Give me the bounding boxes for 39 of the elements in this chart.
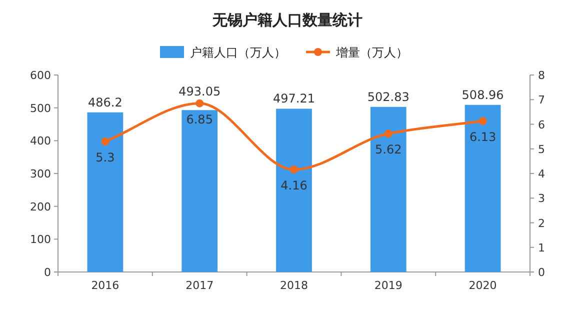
data-label: 6.85 <box>186 112 213 126</box>
y-tick-label: 400 <box>30 134 51 148</box>
y2-tick-label: 3 <box>538 192 545 206</box>
point <box>196 99 204 108</box>
y2-tick-label: 7 <box>538 94 545 107</box>
point <box>384 130 392 138</box>
x-tick-label: 2016 <box>91 279 120 292</box>
y-tick-label: 500 <box>30 102 51 115</box>
point <box>478 117 487 126</box>
y2-tick-label: 8 <box>538 69 545 82</box>
y-tick-label: 0 <box>44 266 51 279</box>
y-tick-label: 200 <box>30 200 51 214</box>
y-tick-label: 600 <box>30 69 51 82</box>
data-label: 508.96 <box>462 88 504 102</box>
y-tick-label: 100 <box>30 233 51 246</box>
y2-tick-label: 2 <box>538 216 545 230</box>
data-label: 4.16 <box>280 178 308 193</box>
data-label: 5.62 <box>375 142 402 157</box>
y2-tick-label: 0 <box>538 266 545 279</box>
data-label: 486.2 <box>88 95 122 110</box>
data-label: 5.3 <box>96 150 115 164</box>
data-label: 493.05 <box>178 84 221 98</box>
y2-tick-label: 6 <box>538 118 545 132</box>
y2-tick-label: 4 <box>538 168 545 180</box>
y-tick-label: 300 <box>30 168 51 180</box>
x-tick-label: 2019 <box>374 279 402 292</box>
legend-label: 户籍人口（万人） <box>190 46 286 60</box>
legend-label: 增量（万人） <box>335 46 408 60</box>
chart-title: 无锡户籍人口数量统计 <box>212 11 362 29</box>
y2-tick-label: 5 <box>538 142 545 156</box>
x-tick-label: 2020 <box>468 279 497 292</box>
y2-tick-label: 1 <box>538 241 545 254</box>
x-tick-label: 2017 <box>186 279 214 292</box>
point <box>290 166 298 174</box>
data-label: 502.83 <box>367 90 410 104</box>
data-label: 497.21 <box>273 92 315 106</box>
x-tick-label: 2018 <box>280 279 308 292</box>
data-label: 6.13 <box>469 130 496 144</box>
point <box>101 137 110 146</box>
